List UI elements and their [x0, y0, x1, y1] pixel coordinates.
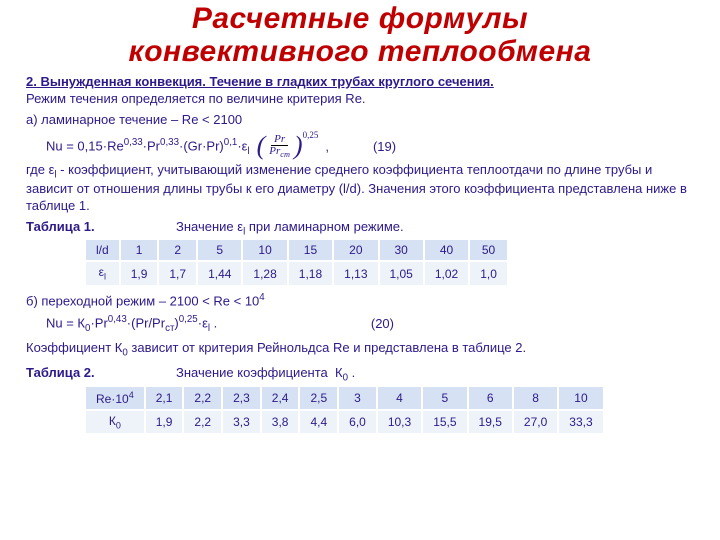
table-header-cell: 15: [288, 240, 333, 261]
table-cell: 1,0: [469, 261, 508, 285]
table-cell: 1,9: [145, 410, 184, 434]
table-cell: 10,3: [377, 410, 422, 434]
fraction-denominator: Prст: [266, 146, 293, 159]
table-cell: 3,3: [222, 410, 261, 434]
table-header-cell: 1: [120, 240, 159, 261]
equation-number-20: (20): [371, 316, 394, 331]
table-header-cell: 2,3: [222, 387, 261, 410]
table-cell: 1,44: [197, 261, 242, 285]
table-rowlabel: εl: [86, 261, 120, 285]
table-header-cell: 2,2: [183, 387, 222, 410]
table-header-cell: 10: [558, 387, 603, 410]
fraction-exponent: 0,25: [303, 130, 319, 140]
transition-condition: б) переходной режим – 2100 < Re < 104: [26, 292, 694, 310]
table-header-cell: 50: [469, 240, 508, 261]
table-header-cell: 2,1: [145, 387, 184, 410]
table2-heading: Таблица 2. Значение коэффициента К0 .: [26, 365, 694, 384]
equation-number-19: (19): [373, 139, 396, 154]
table-header-cell: 8: [513, 387, 558, 410]
table-header-cell: 40: [424, 240, 469, 261]
table-cell: 6,0: [338, 410, 377, 434]
fraction-numerator: Pr: [271, 134, 288, 146]
table-cell: 1,02: [424, 261, 469, 285]
formula-20: Nu = К0·Pr0,43·(Pr/Prст)0,25·εl . (20): [46, 314, 694, 335]
table-header-cell: 2,4: [261, 387, 300, 410]
table-header-cell: 4: [377, 387, 422, 410]
regime-intro: Режим течения определяется по величине к…: [26, 91, 694, 107]
table-header-cell: 6: [468, 387, 513, 410]
table-rowlabel: Re·104: [86, 387, 145, 410]
table1-heading: Таблица 1. Значение εl при ламинарном ре…: [26, 219, 694, 238]
table-header-cell: 5: [197, 240, 242, 261]
table-cell: 3,8: [261, 410, 300, 434]
table-header-cell: 2,5: [299, 387, 338, 410]
formula-19-comma: ,: [325, 139, 329, 154]
table-cell: 15,5: [422, 410, 467, 434]
left-paren: (: [257, 133, 266, 159]
section-header: 2. Вынужденная конвекция. Течение в глад…: [26, 74, 694, 89]
table-header-cell: 2: [158, 240, 197, 261]
table2-caption: Значение коэффициента К0 .: [176, 365, 355, 384]
slide-root: Расчетные формулы конвективного теплообм…: [0, 0, 720, 450]
title-line-2: конвективного теплообмена: [129, 35, 592, 68]
table-header-cell: 5: [422, 387, 467, 410]
epsilon-explanation: где εl - коэффициент, учитывающий измене…: [26, 162, 694, 214]
table-cell: 4,4: [299, 410, 338, 434]
formula-19: Nu = 0,15·Re0,33·Pr0,33·(Gr·Pr)0,1·εl ( …: [46, 134, 694, 160]
title-line-1: Расчетные формулы: [192, 2, 528, 35]
table-cell: 1,28: [242, 261, 287, 285]
fraction: Pr Prст: [266, 134, 293, 159]
laminar-condition: а) ламинарное течение – Re < 2100: [26, 112, 694, 128]
table-rowlabel: l/d: [86, 240, 120, 261]
k0-explanation: Коэффициент К0 зависит от критерия Рейно…: [26, 340, 694, 360]
fraction-block: ( Pr Prст ) 0,25: [257, 134, 319, 160]
table-header-cell: 30: [379, 240, 424, 261]
slide-title: Расчетные формулы конвективного теплообм…: [26, 2, 694, 68]
table-header-cell: 3: [338, 387, 377, 410]
table-header-cell: 20: [333, 240, 378, 261]
table-cell: 33,3: [558, 410, 603, 434]
table2-label: Таблица 2.: [26, 365, 176, 384]
table-cell: 1,9: [120, 261, 159, 285]
table-rowlabel: К0: [86, 410, 145, 434]
table-cell: 1,7: [158, 261, 197, 285]
table-cell: 1,18: [288, 261, 333, 285]
table-2: Re·1042,12,22,32,42,53456810К01,92,23,33…: [86, 387, 605, 435]
table-cell: 19,5: [468, 410, 513, 434]
table-cell: 2,2: [183, 410, 222, 434]
table1-caption: Значение εl при ламинарном режиме.: [176, 219, 404, 238]
table-cell: 1,13: [333, 261, 378, 285]
right-paren: ): [294, 133, 303, 159]
table-header-cell: 10: [242, 240, 287, 261]
table-1: l/d125101520304050εl1,91,71,441,281,181,…: [86, 240, 509, 286]
formula-19-text: Nu = 0,15·Re0,33·Pr0,33·(Gr·Pr)0,1·εl: [46, 137, 250, 157]
table-cell: 1,05: [379, 261, 424, 285]
table1-label: Таблица 1.: [26, 219, 176, 238]
table-cell: 27,0: [513, 410, 558, 434]
